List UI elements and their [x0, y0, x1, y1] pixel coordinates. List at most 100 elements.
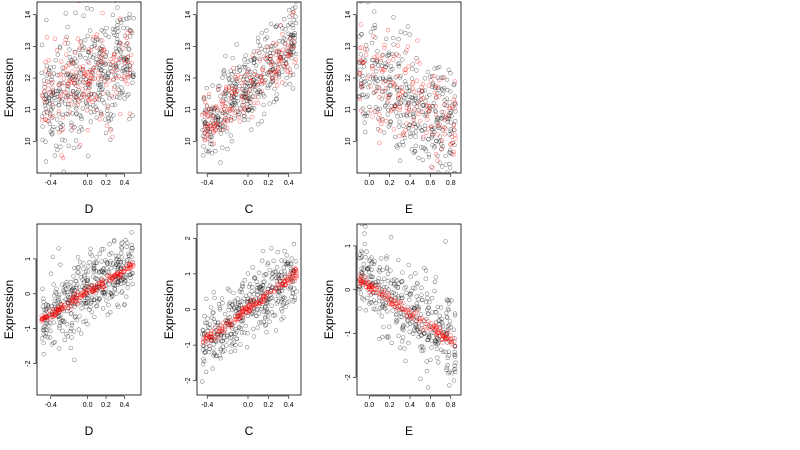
fitted-point	[397, 133, 402, 139]
fitted-point	[108, 128, 113, 133]
observed-point	[125, 93, 130, 98]
fitted-point	[101, 91, 106, 96]
observed-point	[383, 78, 388, 84]
observed-point	[362, 113, 367, 119]
observed-point	[400, 335, 406, 340]
observed-point	[65, 24, 70, 30]
observed-point	[45, 110, 50, 115]
fitted-point	[434, 330, 439, 335]
fitted-point	[252, 94, 258, 99]
fitted-point	[121, 74, 127, 79]
fitted-point	[417, 90, 422, 96]
observed-point	[444, 170, 450, 173]
observed-point	[448, 325, 453, 330]
x-tick-label: 0.2	[385, 180, 395, 187]
observed-point	[261, 309, 266, 314]
observed-point	[75, 255, 81, 260]
observed-point	[445, 324, 451, 329]
fitted-point	[87, 286, 92, 291]
fitted-point	[95, 281, 100, 286]
observed-point	[393, 134, 398, 140]
observed-point	[374, 69, 379, 74]
observed-point	[424, 368, 430, 374]
observed-point	[406, 340, 411, 346]
observed-point	[447, 369, 452, 374]
fitted-point	[44, 109, 49, 114]
fitted-point	[42, 315, 47, 321]
fitted-point	[201, 337, 206, 342]
fitted-point	[386, 291, 391, 296]
observed-point	[378, 256, 384, 261]
observed-point	[46, 323, 52, 328]
observed-point	[81, 301, 86, 306]
fitted-point	[378, 292, 383, 297]
observed-point	[234, 329, 239, 334]
fitted-point	[58, 71, 63, 77]
fitted-point	[440, 138, 445, 143]
observed-point	[444, 103, 449, 108]
fitted-point	[273, 52, 279, 58]
fitted-point	[79, 95, 84, 100]
observed-point	[74, 64, 79, 69]
fitted-point	[57, 130, 62, 135]
observed-point	[411, 305, 417, 311]
observed-point	[111, 113, 116, 118]
observed-point	[367, 258, 372, 263]
fitted-point	[94, 108, 99, 113]
plot-frame	[356, 223, 462, 396]
observed-point	[203, 349, 208, 354]
fitted-point	[47, 91, 52, 96]
fitted-point	[94, 288, 99, 293]
fitted-point	[415, 38, 420, 43]
fitted-point	[442, 102, 447, 107]
observed-point	[229, 302, 235, 307]
observed-point	[94, 37, 99, 42]
fitted-point	[399, 307, 404, 312]
observed-point	[411, 150, 416, 156]
observed-point	[447, 319, 453, 324]
observed-point	[226, 76, 231, 81]
observed-point	[290, 33, 295, 38]
observed-point	[430, 84, 435, 90]
observed-point	[215, 87, 221, 92]
observed-point	[86, 153, 91, 158]
observed-point	[105, 103, 110, 108]
observed-point	[108, 310, 113, 315]
observed-point	[269, 246, 274, 251]
observed-point	[386, 107, 391, 113]
plot-frame	[36, 1, 142, 174]
observed-point	[387, 122, 393, 127]
plot-frame	[196, 223, 302, 396]
fitted-point	[61, 89, 67, 95]
fitted-point	[370, 66, 375, 71]
observed-point	[234, 336, 239, 341]
observed-point	[105, 90, 110, 95]
observed-point	[243, 89, 248, 94]
fitted-point	[424, 103, 429, 108]
observed-point	[429, 295, 435, 301]
observed-point	[437, 160, 443, 165]
fitted-point	[423, 327, 428, 332]
observed-point	[359, 224, 364, 227]
observed-point	[209, 151, 215, 156]
observed-point	[410, 62, 415, 67]
observed-point	[230, 83, 235, 89]
observed-point	[432, 126, 437, 131]
observed-point	[215, 338, 220, 343]
observed-point	[365, 47, 370, 52]
observed-point	[122, 302, 127, 308]
fitted-point	[249, 79, 254, 84]
observed-point	[92, 52, 97, 58]
observed-point	[200, 133, 206, 139]
observed-point	[131, 16, 136, 21]
observed-point	[272, 86, 277, 92]
observed-point	[127, 116, 132, 122]
fitted-point	[381, 67, 386, 72]
observed-point	[50, 88, 56, 93]
observed-point	[51, 340, 56, 346]
observed-point	[381, 305, 387, 310]
fitted-point	[285, 48, 290, 54]
observed-point	[452, 94, 458, 99]
observed-point	[73, 285, 79, 291]
fitted-point	[238, 107, 243, 112]
